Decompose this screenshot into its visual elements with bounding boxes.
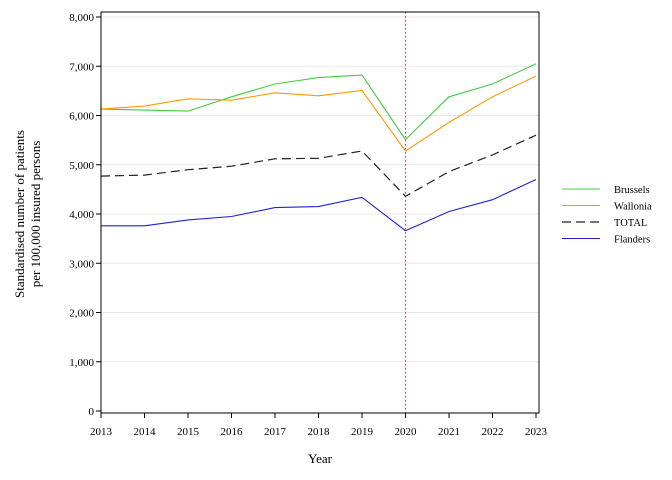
x-tick-label: 2023 <box>525 426 548 438</box>
x-axis: 2013 2014 2015 2016 2017 2018 2019 2020 2021 2022… <box>90 413 548 438</box>
series-line-wallonia <box>100 75 537 152</box>
y-tick-label: 4,000 <box>69 209 94 221</box>
x-tick-label: 2022 <box>482 426 504 438</box>
y-tick-label: 6,000 <box>69 111 94 123</box>
y-axis: 0 1,000 2,000 3,000 4,000 5,000 6,000 7,000 8,00… <box>69 12 101 418</box>
y-tick-label: 5,000 <box>69 160 94 172</box>
y-tick-label: 3,000 <box>69 258 94 270</box>
x-tick-label: 2019 <box>351 426 374 438</box>
plot-frame <box>100 11 540 414</box>
legend-label-total: TOTAL <box>614 218 647 229</box>
series-line-flanders <box>101 179 537 232</box>
x-tick-label: 2013 <box>90 426 113 438</box>
series-lines <box>100 63 537 232</box>
series-line-total <box>100 134 537 198</box>
x-tick-label: 2017 <box>264 426 287 438</box>
x-tick-label: 2016 <box>221 426 244 438</box>
y-tick-label: 2,000 <box>69 308 94 320</box>
y-axis-title: Standardised number of patients per 100,… <box>12 130 43 298</box>
y-axis-title-line-2: per 100,000 insured persons <box>28 141 43 288</box>
x-axis-title: Year <box>308 451 333 466</box>
legend: Brussels Wallonia TOTAL Flanders <box>562 185 652 246</box>
y-tick-label: 8,000 <box>69 12 94 24</box>
y-axis-title-line-1: Standardised number of patients <box>12 130 27 298</box>
x-tick-label: 2014 <box>134 426 157 438</box>
x-tick-label: 2018 <box>308 426 331 438</box>
x-tick-label: 2015 <box>177 426 200 438</box>
x-tick-label: 2020 <box>395 426 418 438</box>
legend-label-flanders: Flanders <box>614 235 650 246</box>
y-tick-label: 0 <box>89 406 95 418</box>
y-tick-label: 1,000 <box>69 357 94 369</box>
x-tick-label: 2021 <box>438 426 460 438</box>
y-tick-label: 7,000 <box>69 61 94 73</box>
series-line-brussels <box>100 63 537 141</box>
gridlines <box>101 16 539 363</box>
legend-label-wallonia: Wallonia <box>614 202 652 213</box>
legend-label-brussels: Brussels <box>614 185 650 196</box>
